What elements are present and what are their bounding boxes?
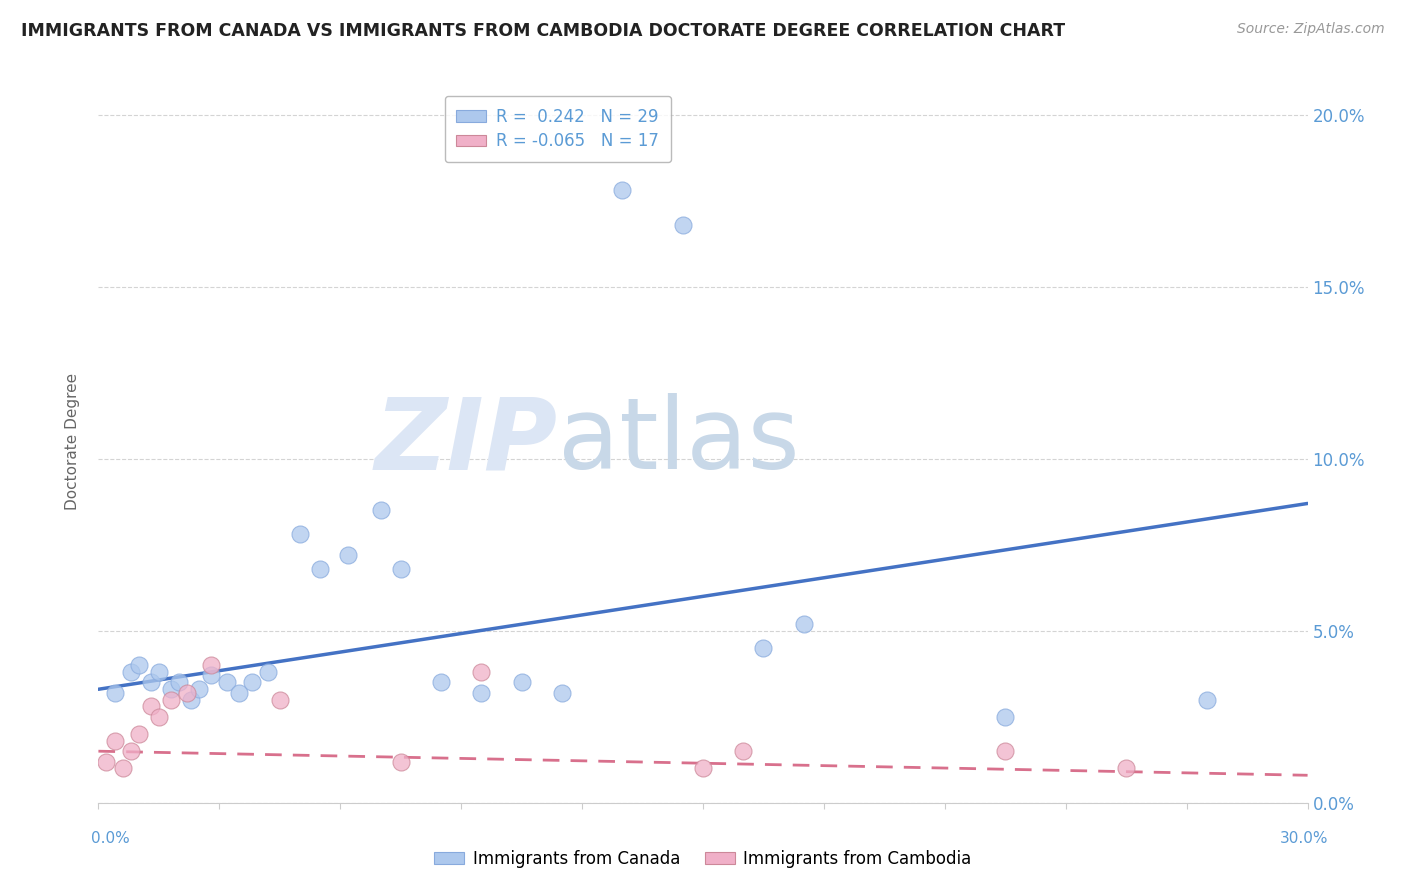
Point [103, 686, 125, 700]
Point [510, 675, 533, 690]
Point [200, 658, 222, 673]
Point [692, 761, 714, 775]
Point [148, 665, 170, 679]
Text: Source: ZipAtlas.com: Source: ZipAtlas.com [1237, 22, 1385, 37]
Point [1115, 761, 1137, 775]
Point [389, 562, 412, 576]
Point [994, 710, 1017, 724]
Point [120, 744, 142, 758]
Point [430, 675, 453, 690]
Point [470, 665, 492, 679]
Point [160, 682, 183, 697]
Point [103, 734, 125, 748]
Point [167, 675, 190, 690]
Point [994, 744, 1017, 758]
Point [200, 668, 222, 682]
Text: IMMIGRANTS FROM CANADA VS IMMIGRANTS FROM CAMBODIA DOCTORATE DEGREE CORRELATION : IMMIGRANTS FROM CANADA VS IMMIGRANTS FRO… [21, 22, 1066, 40]
Point [256, 665, 278, 679]
Point [470, 686, 492, 700]
Text: 30.0%: 30.0% [1281, 831, 1329, 846]
Point [551, 686, 574, 700]
Point [120, 665, 142, 679]
Point [612, 183, 634, 197]
Point [139, 699, 162, 714]
Point [752, 640, 775, 655]
Point [111, 761, 134, 775]
Point [240, 675, 263, 690]
Text: ZIP: ZIP [375, 393, 558, 490]
Point [1195, 692, 1218, 706]
Point [217, 675, 239, 690]
Point [269, 692, 291, 706]
Legend: Immigrants from Canada, Immigrants from Cambodia: Immigrants from Canada, Immigrants from … [427, 844, 979, 875]
Point [160, 692, 183, 706]
Point [176, 686, 198, 700]
Point [128, 658, 150, 673]
Y-axis label: Doctorate Degree: Doctorate Degree [65, 373, 80, 510]
Point [337, 548, 360, 562]
Point [672, 218, 695, 232]
Point [793, 616, 815, 631]
Point [188, 682, 211, 697]
Point [96, 755, 118, 769]
Point [128, 727, 150, 741]
Point [148, 710, 170, 724]
Point [180, 692, 202, 706]
Point [309, 562, 332, 576]
Point [733, 744, 755, 758]
Point [139, 675, 162, 690]
Point [370, 503, 392, 517]
Point [228, 686, 250, 700]
Text: 0.0%: 0.0% [91, 831, 131, 846]
Point [389, 755, 412, 769]
Point [288, 527, 311, 541]
Text: atlas: atlas [558, 393, 800, 490]
Legend: R =  0.242   N = 29, R = -0.065   N = 17: R = 0.242 N = 29, R = -0.065 N = 17 [444, 95, 671, 161]
